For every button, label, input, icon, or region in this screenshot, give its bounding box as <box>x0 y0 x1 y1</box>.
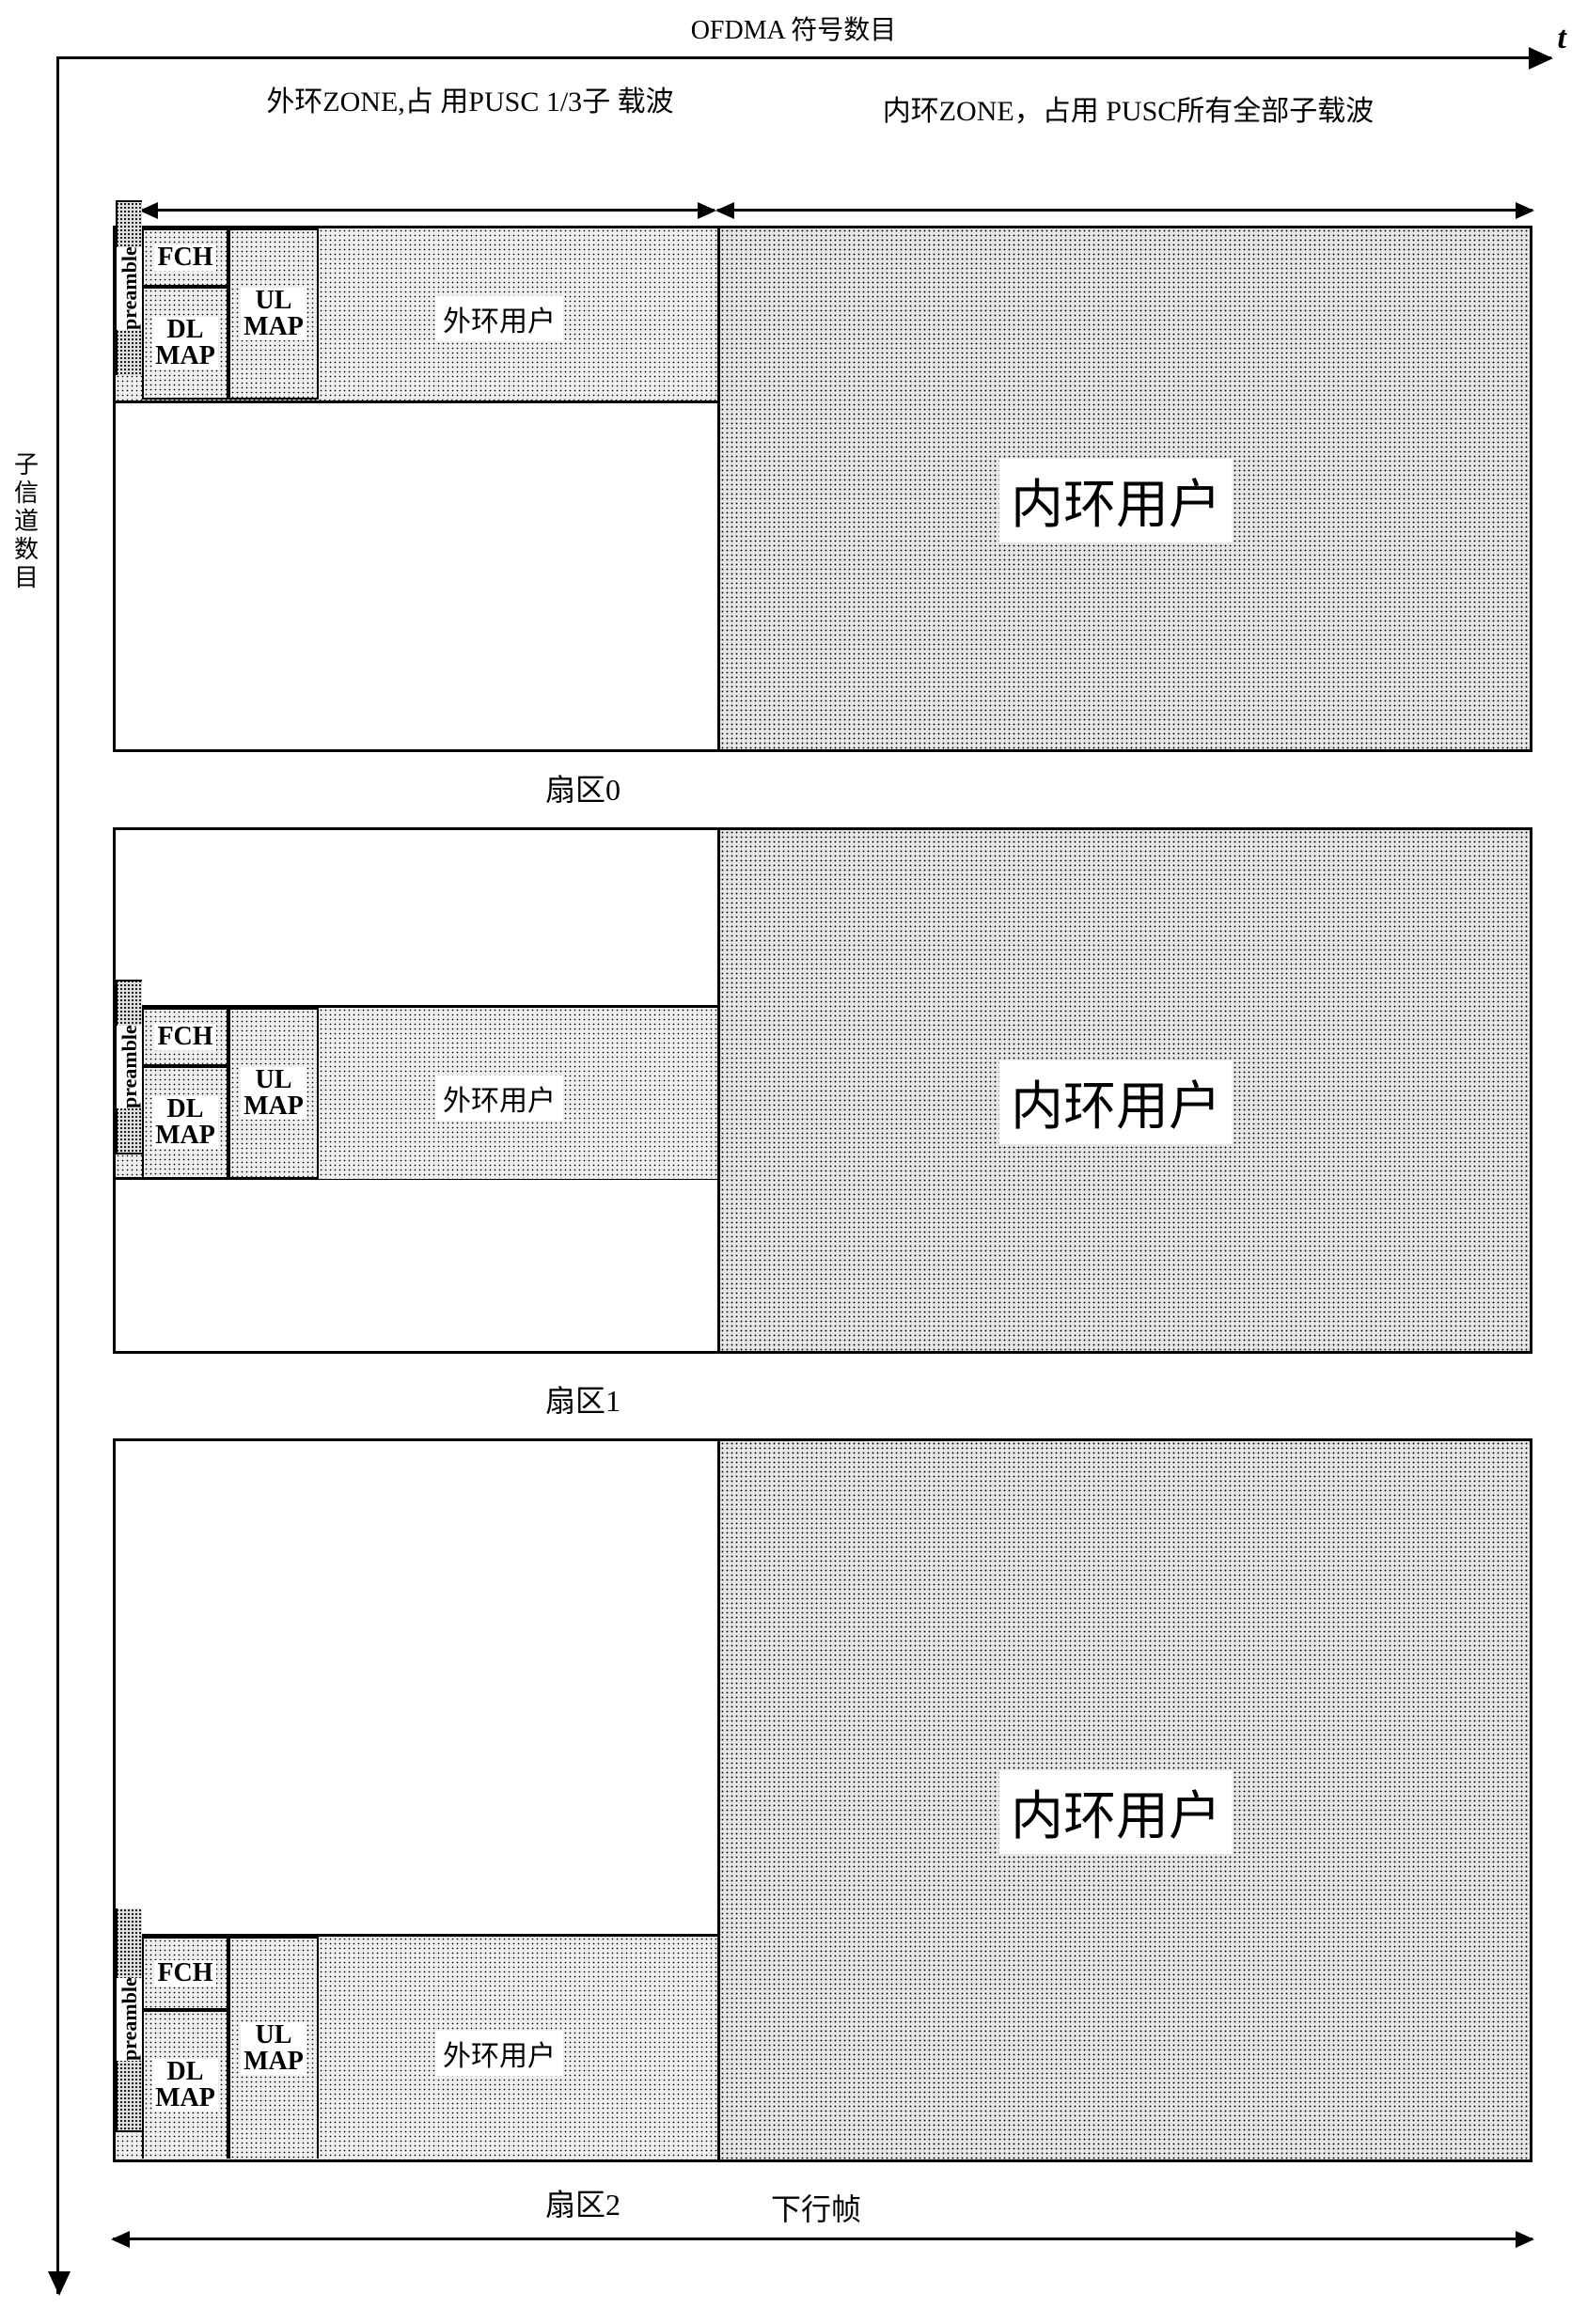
fch-label: FCH <box>154 1960 215 1986</box>
x-axis-arrow-icon <box>1529 47 1553 70</box>
sector0-dlmap-cell: DL MAP <box>142 287 228 400</box>
y-axis-arrow-icon <box>48 2271 71 2296</box>
sector1-caption: 扇区1 <box>545 1377 621 1421</box>
inner-zone-header: 内环ZONE，占用 PUSC所有全部子载波 <box>771 94 1485 130</box>
sector0-fch-cell: FCH <box>142 228 228 287</box>
sector1-fch-cell: FCH <box>142 1008 228 1066</box>
sector0-preamble-cell: preamble <box>116 200 142 375</box>
sector1-inneruser-label: 内环用户 <box>999 1060 1233 1144</box>
sector2-outer-row: preamble FCH DL MAP UL MAP 外环用户 <box>116 1934 717 2159</box>
sector2-outeruser-label: 外环用户 <box>435 2031 563 2076</box>
x-axis-title: OFDMA 符号数目 <box>0 9 1587 47</box>
ulmap-label: UL MAP <box>241 288 306 340</box>
sector0-ulmap-cell: UL MAP <box>228 228 319 400</box>
sector1-outeruser-label: 外环用户 <box>435 1076 563 1121</box>
sector0-outeruser-label: 外环用户 <box>435 296 563 341</box>
sector2-split-line <box>717 1441 720 2159</box>
ulmap-label: UL MAP <box>241 2022 306 2075</box>
dlmap-label: DL MAP <box>152 317 218 369</box>
sector2-inneruser-label: 内环用户 <box>999 1770 1233 1854</box>
sector2-ulmap-cell: UL MAP <box>228 1937 319 2159</box>
sector1-split-line <box>717 830 720 1351</box>
sector1-dlmap-cell: DL MAP <box>142 1066 228 1179</box>
dlmap-label: DL MAP <box>152 2059 218 2112</box>
outer-zone-arrow-icon <box>141 209 715 212</box>
sector2-panel: preamble FCH DL MAP UL MAP 外环用户 内环用户 <box>113 1438 1532 2162</box>
dlmap-label: DL MAP <box>152 1096 218 1149</box>
x-axis <box>56 56 1551 59</box>
y-axis-label: 子 信 道 数 目 <box>13 451 39 591</box>
preamble-label: preamble <box>117 1026 143 1109</box>
preamble-label: preamble <box>117 247 143 331</box>
sector0-split-line <box>717 228 720 749</box>
outer-zone-header: 外环ZONE,占 用PUSC 1/3子 载波 <box>235 85 705 120</box>
t-axis-letter: t <box>1558 21 1566 56</box>
sector1-outer-row: preamble FCH DL MAP UL MAP 外环用户 <box>116 1005 717 1180</box>
y-axis <box>56 56 59 2294</box>
sector2-fch-cell: FCH <box>142 1937 228 2010</box>
sector1-preamble-cell: preamble <box>116 980 142 1154</box>
sector2-dlmap-cell: DL MAP <box>142 2010 228 2159</box>
ulmap-label: UL MAP <box>241 1067 306 1120</box>
sector0-panel: preamble FCH DL MAP UL MAP 外环用户 内环用户 <box>113 226 1532 752</box>
sector0-caption: 扇区0 <box>545 766 621 809</box>
preamble-label: preamble <box>117 1978 143 2062</box>
sector2-caption: 扇区2 <box>545 2181 621 2224</box>
inner-zone-arrow-icon <box>717 209 1532 212</box>
dl-frame-caption: 下行帧 <box>771 2186 861 2229</box>
sector1-ulmap-cell: UL MAP <box>228 1008 319 1179</box>
sector0-inneruser-label: 内环用户 <box>999 459 1233 542</box>
sector1-panel: preamble FCH DL MAP UL MAP 外环用户 内环用户 <box>113 827 1532 1354</box>
sector0-outer-row: preamble FCH DL MAP UL MAP 外环用户 <box>116 228 717 403</box>
sector2-preamble-cell: preamble <box>116 1908 142 2132</box>
dl-frame-arrow-icon <box>113 2238 1532 2240</box>
diagram-root: OFDMA 符号数目 t 子 信 道 数 目 外环ZONE,占 用PUSC 1/… <box>0 0 1587 2324</box>
fch-label: FCH <box>154 1024 215 1050</box>
fch-label: FCH <box>154 244 215 271</box>
